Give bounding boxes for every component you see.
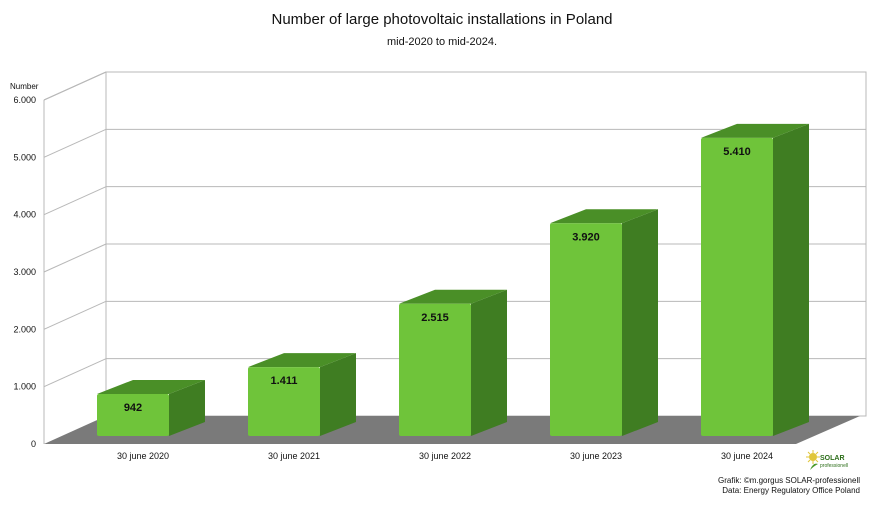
credit-source: Data: Energy Regulatory Office Poland — [722, 486, 860, 495]
y-tick-label: 4.000 — [13, 210, 36, 220]
bar-side — [320, 353, 356, 436]
credit-author: Grafik: ©m.gorgus SOLAR-professionell — [718, 476, 860, 485]
bar — [97, 393, 169, 436]
bar — [399, 303, 471, 436]
bar-top — [248, 353, 356, 368]
credit-block: Grafik: ©m.gorgus SOLAR-professionell Da… — [718, 476, 860, 496]
y-tick-label: 0 — [31, 439, 36, 449]
y-axis-title: Number — [10, 82, 39, 91]
data-label: 942 — [124, 402, 142, 414]
bar-side — [471, 289, 507, 436]
x-tick-label: 30 june 2020 — [117, 451, 169, 461]
solar-logo: SOLAR professionell — [806, 450, 856, 472]
chart-subtitle: mid-2020 to mid-2024. — [386, 36, 498, 48]
grid-line-side — [43, 243, 107, 273]
x-tick-label: 30 june 2022 — [419, 451, 471, 461]
sun-leaf-icon — [806, 450, 820, 470]
grid-line-side — [43, 71, 107, 101]
bar-top — [399, 289, 507, 304]
bar-top — [97, 379, 205, 394]
bar-side — [622, 209, 658, 436]
bar — [701, 137, 773, 436]
data-label: 5.410 — [723, 146, 751, 158]
y-tick-label: 1.000 — [13, 382, 36, 392]
logo-subtext: professionell — [820, 463, 849, 469]
grid-line-side — [43, 358, 107, 388]
y-tick-label: 3.000 — [13, 267, 36, 277]
bar-top — [550, 209, 658, 224]
grid-line-side — [43, 186, 107, 216]
grid-line-side — [43, 128, 107, 158]
data-label: 1.411 — [271, 375, 298, 387]
data-label: 3.920 — [572, 231, 600, 243]
x-tick-label: 30 june 2023 — [570, 451, 622, 461]
bar-side — [773, 123, 809, 437]
y-tick-label: 5.000 — [13, 152, 36, 162]
data-label: 2.515 — [421, 312, 449, 324]
bar-top — [701, 123, 809, 138]
bar-side — [169, 379, 205, 436]
y-tick-label: 2.000 — [13, 324, 36, 334]
bar — [248, 367, 320, 436]
y-tick-label: 6.000 — [13, 95, 36, 105]
x-tick-label: 30 june 2024 — [721, 451, 773, 461]
x-tick-label: 30 june 2021 — [268, 451, 320, 461]
chart-title: Number of large photovoltaic installatio… — [271, 11, 613, 28]
logo-text: SOLAR — [820, 455, 845, 462]
grid-line-side — [43, 300, 107, 330]
bar — [550, 223, 622, 436]
